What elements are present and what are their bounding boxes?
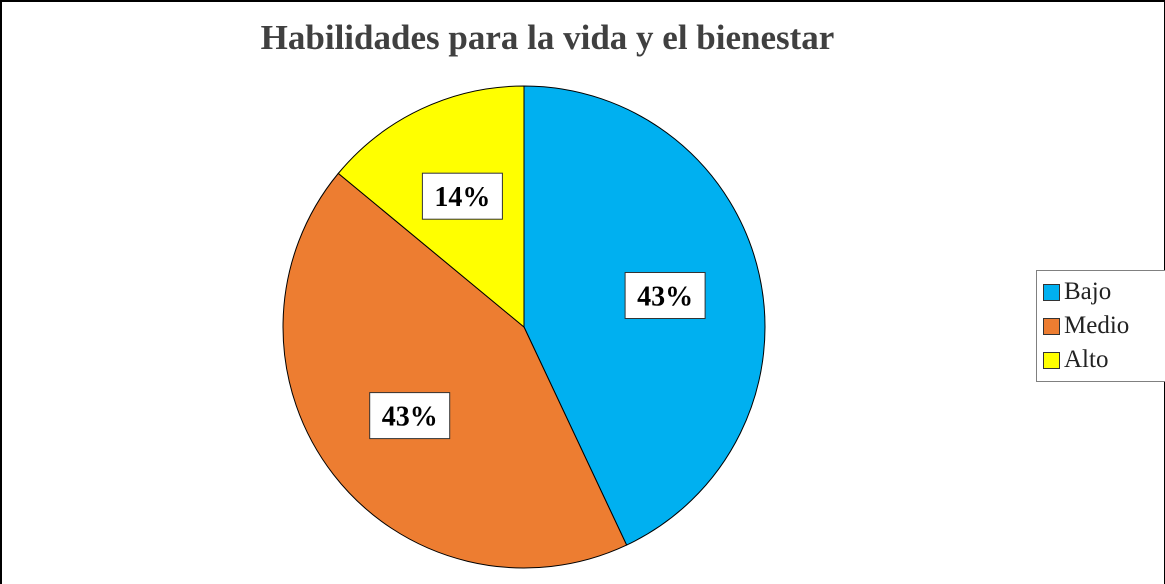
pie-slice-medio <box>282 172 628 569</box>
data-label-bajo: 43% <box>624 272 706 319</box>
data-label-box-bajo <box>624 272 706 319</box>
legend-item-alto: Alto <box>1043 343 1165 377</box>
legend-label-medio: Medio <box>1064 312 1130 339</box>
data-label-text-bajo: 43% <box>637 282 693 313</box>
legend-item-medio: Medio <box>1043 309 1165 343</box>
data-label-text-alto: 14% <box>434 182 490 213</box>
legend-swatch-medio <box>1043 317 1060 335</box>
chart-title: Habilidades para la vida y el bienestar <box>260 18 835 57</box>
legend-label-alto: Alto <box>1064 346 1109 373</box>
data-label-alto: 14% <box>421 172 503 220</box>
legend-label-bajo: Bajo <box>1064 278 1112 305</box>
data-label-box-alto <box>421 172 503 220</box>
legend-swatch-alto <box>1043 351 1060 369</box>
legend: Bajo Medio Alto <box>1036 270 1165 382</box>
data-label-medio: 43% <box>369 392 451 440</box>
legend-item-bajo: Bajo <box>1043 275 1165 309</box>
data-label-text-medio: 43% <box>382 402 438 433</box>
data-label-box-medio <box>369 392 451 440</box>
legend-swatch-bajo <box>1043 283 1060 301</box>
